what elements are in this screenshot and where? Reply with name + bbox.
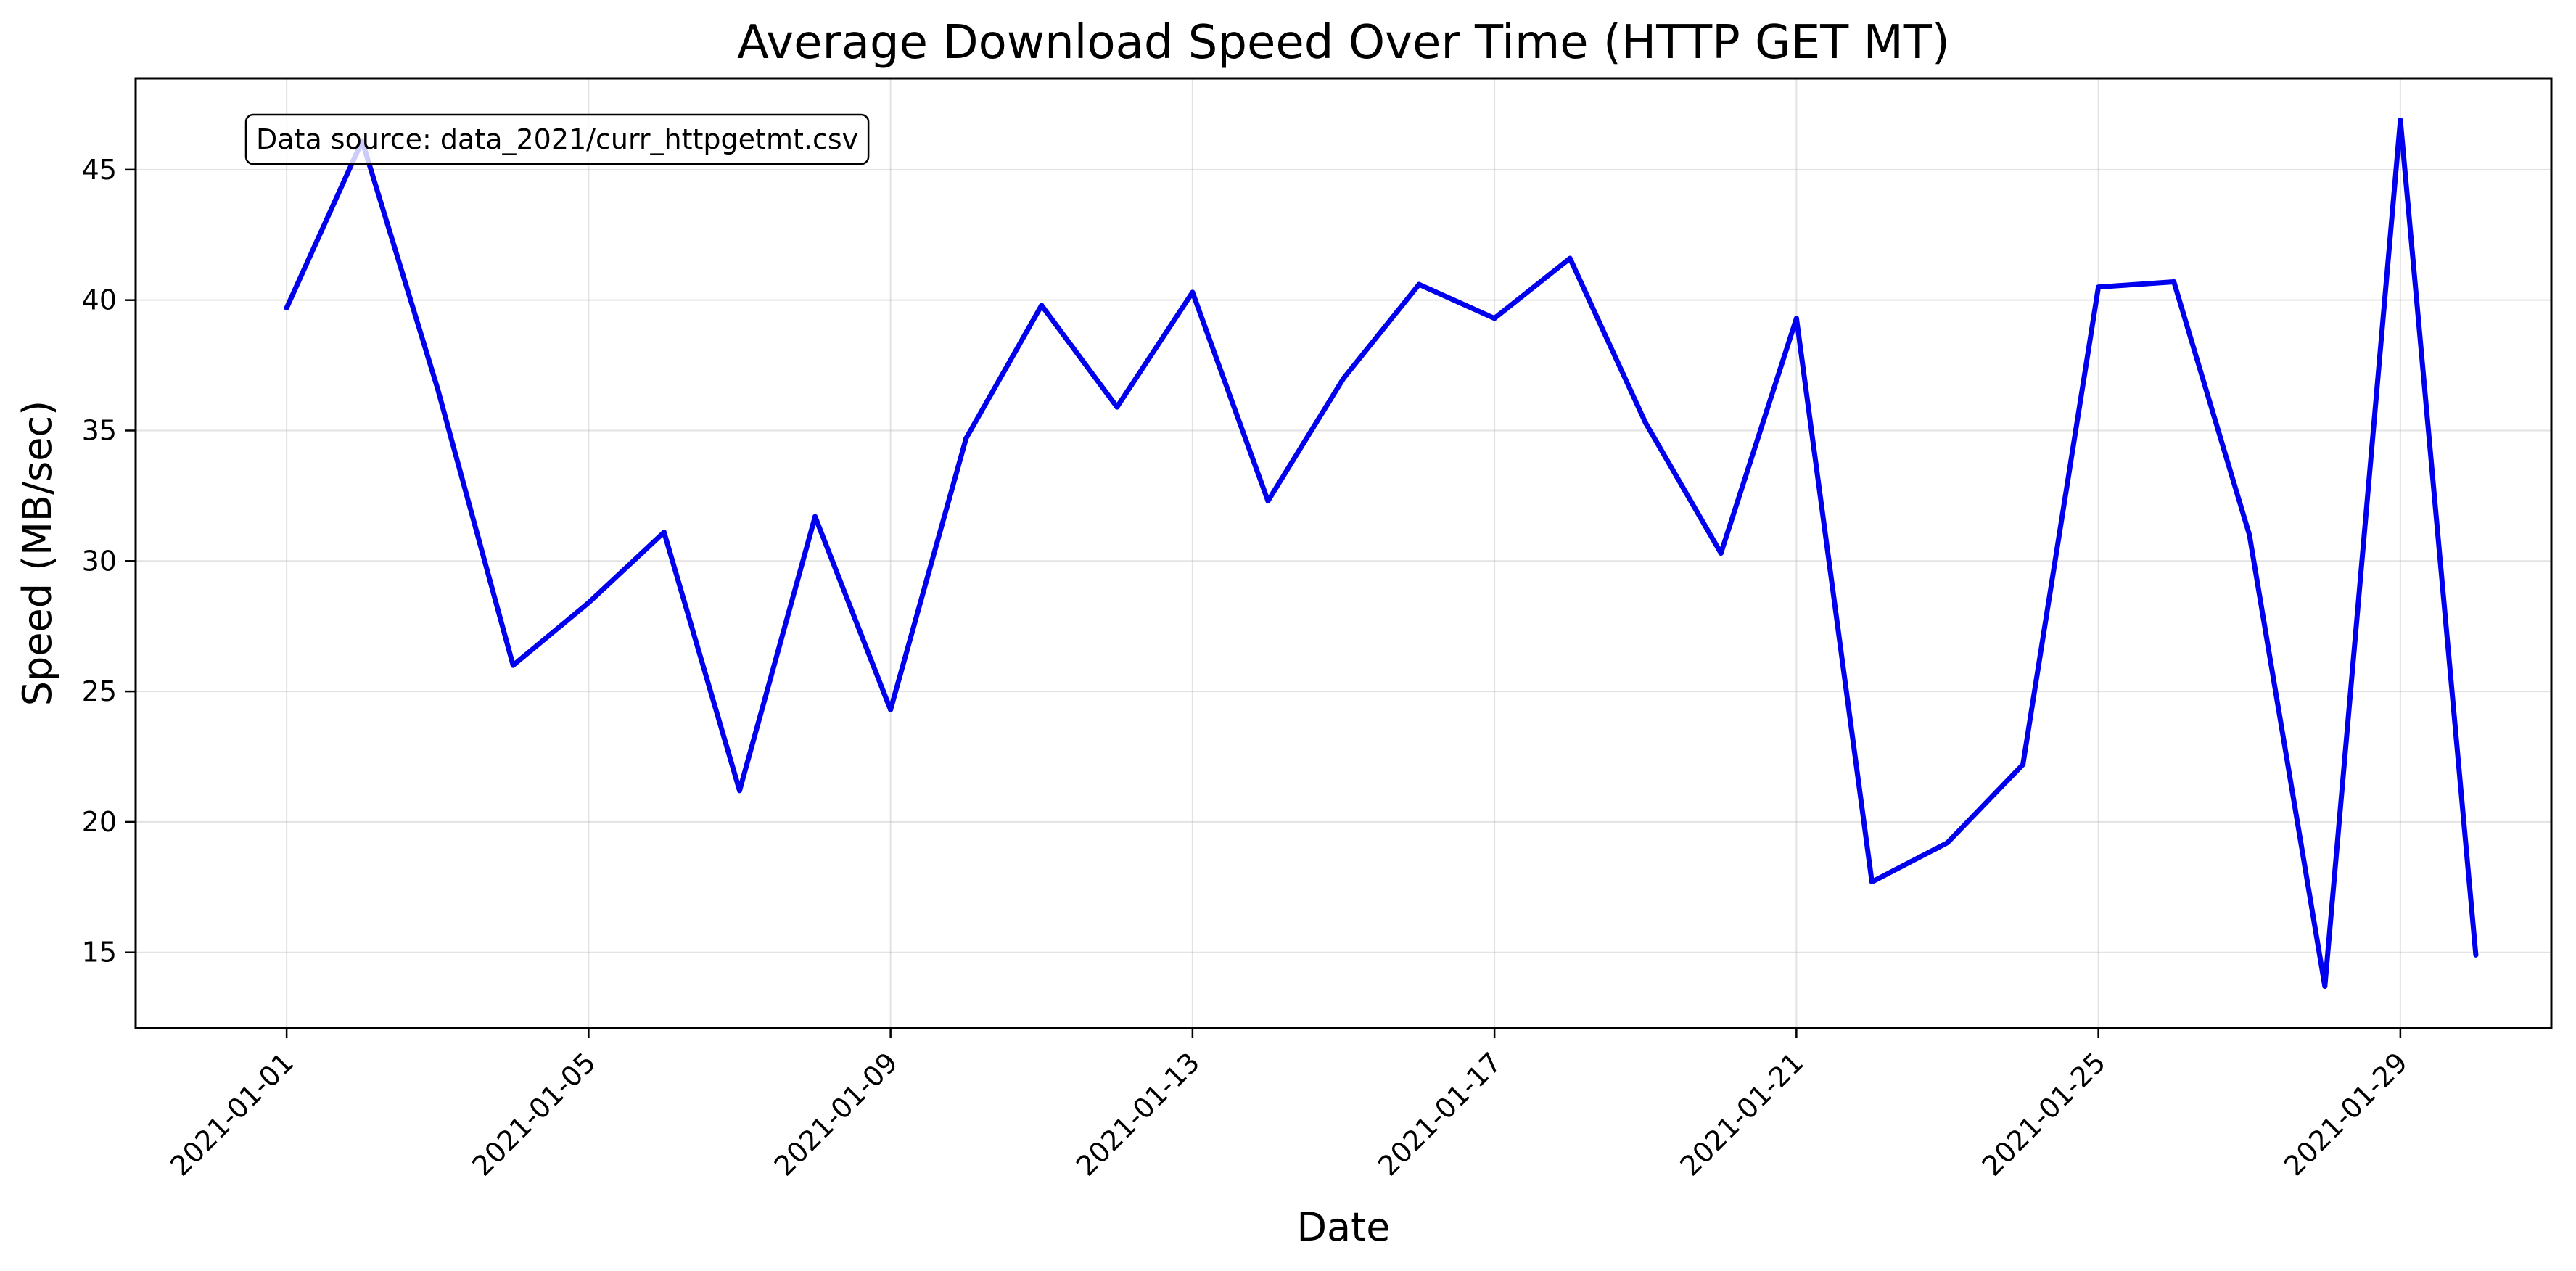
annotation-text: Data source: data_2021/curr_httpgetmt.cs… xyxy=(256,123,858,155)
y-tick-label: 20 xyxy=(82,806,117,838)
grid xyxy=(136,78,2551,1028)
annotation-box xyxy=(244,113,870,165)
y-tick-label: 15 xyxy=(82,937,117,968)
data-point xyxy=(812,514,818,519)
data-point xyxy=(1945,840,1950,846)
y-tick-label: 25 xyxy=(82,675,117,707)
data-point xyxy=(2473,952,2479,958)
data-point xyxy=(1869,879,1875,885)
data-point xyxy=(2247,532,2252,538)
data-point xyxy=(2171,279,2177,284)
data-point xyxy=(2020,762,2026,768)
data-point xyxy=(284,305,289,310)
y-tick-label: 40 xyxy=(82,284,117,316)
data-point xyxy=(1190,289,1196,295)
data-point xyxy=(2096,284,2102,290)
y-tick-label: 35 xyxy=(82,414,117,446)
data-point xyxy=(1265,498,1271,504)
data-point xyxy=(737,788,742,794)
data-point xyxy=(1567,255,1573,261)
y-tick-label: 30 xyxy=(82,545,117,577)
data-point xyxy=(1341,376,1346,382)
data-point xyxy=(661,530,667,535)
data-point xyxy=(963,435,969,441)
data-point xyxy=(1491,316,1497,321)
data-point xyxy=(888,707,894,712)
data-point xyxy=(2322,983,2328,989)
data-point xyxy=(1114,404,1120,410)
data-point xyxy=(2398,118,2403,123)
data-point xyxy=(1718,551,1724,556)
y-tick-label: 45 xyxy=(82,154,117,186)
plot-area-frame xyxy=(134,77,2553,1029)
data-point xyxy=(1039,303,1045,308)
y-axis-label: Speed (MB/sec) xyxy=(15,400,60,706)
data-point xyxy=(435,386,440,392)
data-point xyxy=(1416,281,1422,287)
chart-title: Average Download Speed Over Time (HTTP G… xyxy=(737,16,1950,70)
data-point xyxy=(1642,420,1648,426)
data-source-annotation: Data source: data_2021/curr_httpgetmt.cs… xyxy=(244,113,870,165)
series-layer xyxy=(284,118,2479,989)
data-point xyxy=(585,600,591,606)
series-line xyxy=(284,118,2479,989)
x-axis-label: Date xyxy=(1296,1204,1390,1250)
data-point xyxy=(1793,316,1799,321)
data-point xyxy=(510,662,516,668)
